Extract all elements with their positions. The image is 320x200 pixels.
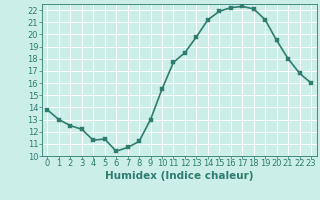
X-axis label: Humidex (Indice chaleur): Humidex (Indice chaleur) [105, 171, 253, 181]
